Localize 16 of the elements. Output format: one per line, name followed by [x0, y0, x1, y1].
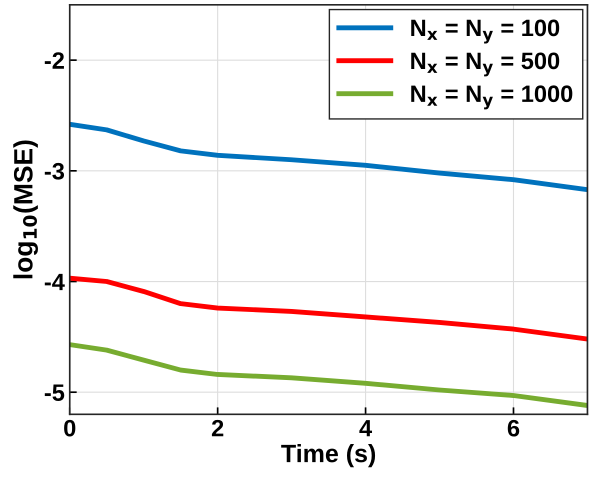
- line-series: [70, 342, 588, 408]
- y-tick-label: -2: [44, 52, 64, 69]
- legend-label: N$_{x}$ = N$_{y}$ = 1000: [411, 85, 572, 110]
- x-tick-label: 2: [212, 420, 224, 436]
- y-tick-label: -5: [44, 384, 64, 401]
- legend-label: N$_{x}$ = N$_{y}$ = 500: [411, 52, 560, 76]
- line-series: [70, 276, 588, 342]
- y-tick-label: -4: [44, 274, 65, 290]
- y-tick-label: -3: [44, 162, 64, 180]
- x-tick-label: 4: [359, 420, 372, 436]
- x-tick-label: 0: [64, 420, 76, 437]
- x-axis-title: Time (s): [281, 444, 376, 468]
- x-tick-label: 6: [508, 420, 520, 437]
- legend-label: N$_{x}$ = N$_{y}$ = 100: [411, 20, 560, 44]
- line-series: [70, 122, 588, 192]
- y-axis-title: log$_{10}$(MSE): [13, 140, 38, 278]
